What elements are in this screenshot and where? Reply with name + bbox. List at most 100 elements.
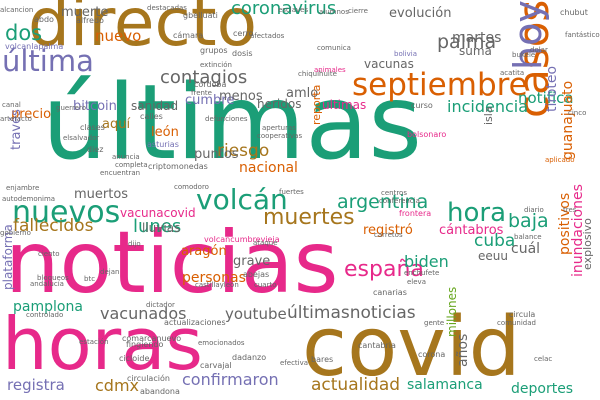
word-eleva: eleva [407, 278, 426, 286]
word-gente: gente [424, 319, 445, 327]
word-eeuu: eeuu [478, 249, 508, 263]
word-fallecidos: fallecidos [13, 216, 94, 236]
word-enjambre: enjambre [6, 184, 40, 192]
word-aragon: aragón [181, 244, 227, 259]
word-camara: cámara [173, 31, 204, 40]
word-bares: bares [311, 355, 334, 364]
word-directo: directo [28, 0, 258, 61]
word-dijo: dijo [128, 240, 141, 248]
word-cdmx: cdmx [95, 376, 140, 395]
word-dictador: dictador [146, 301, 175, 309]
word-nuevos: nuevos [12, 195, 121, 230]
word-corona: corona [418, 350, 446, 359]
word-cinco: cinco [568, 109, 587, 117]
word-personas: personas [182, 270, 246, 286]
word-menos: menos [219, 89, 263, 104]
word-cerro: cerro [233, 29, 254, 38]
word-espana: españa [344, 257, 424, 282]
word-gobierno: gobierno [0, 229, 31, 237]
word-clases: clases [80, 123, 105, 132]
word-conferencia: conferencia [379, 197, 420, 205]
word-anuncia: anuncia [112, 153, 140, 161]
word-cooperativas: cooperativas [257, 132, 303, 140]
word-criptomonedas: criptomonedas [148, 162, 208, 171]
word-hora: hora [447, 198, 507, 228]
word-grupos: grupos [200, 46, 228, 55]
word-aplicado: aplicado [545, 156, 575, 164]
word-dos: dos [5, 21, 43, 45]
word-frontera: frontera [399, 209, 432, 218]
word-abdo: abdo [34, 15, 54, 24]
word-aperturas: aperturas [262, 124, 296, 132]
word-volcancumbrevieja: volcancumbrevieja [204, 235, 280, 244]
word-ultimas2: ultimas [322, 98, 367, 112]
word-biden: biden [404, 252, 449, 271]
word-celac: celac [534, 355, 553, 363]
word-argentina: argentina [337, 191, 429, 213]
word-castillayleon: castillayleón [195, 281, 239, 289]
word-canarias: canarias [373, 288, 407, 297]
word-registro: registró [363, 223, 413, 238]
word-bitcoin: bitcoin [73, 99, 117, 114]
word-ultima: última [2, 44, 94, 78]
word-afectados: afectados [250, 32, 285, 40]
word-ciento: ciento [38, 250, 60, 258]
word-baja: baja [508, 210, 549, 232]
word-muerte: muerte [61, 5, 109, 20]
word-comunidad: comunidad [497, 319, 536, 327]
word-enchufete: enchufete [404, 269, 440, 277]
word-dolar: dolar [530, 46, 548, 54]
word-salamanca: salamanca [407, 377, 483, 393]
word-fingiendo: fingiendo [126, 340, 164, 349]
word-fantastico: fantástico [565, 31, 600, 39]
word-efectiva: efectiva [280, 359, 309, 367]
word-covid: covid [302, 300, 521, 395]
word-guerrero: guerrero [56, 104, 86, 112]
word-millones: millones [445, 286, 459, 337]
word-nuevo: nuevo [95, 27, 142, 45]
word-sanidad: sanidad [131, 99, 179, 113]
word-palma: palma [437, 31, 497, 53]
word-completa: completa [115, 161, 148, 169]
word-notifica: notifica [518, 89, 574, 107]
word-cuba: cuba [474, 231, 516, 251]
word-elsalvador: elsalvador [63, 134, 100, 142]
word-alcancion: alcancion [0, 6, 34, 14]
word-autodemonima: autodemonima [2, 195, 56, 203]
word-circula: circula [509, 310, 536, 319]
word-septiembre: septiembre [352, 67, 528, 103]
word-grave: grave [233, 254, 271, 269]
word-heridos: heridos [257, 97, 302, 111]
word-encuentran: encuentran [100, 169, 141, 177]
word-andalucia: andalucía [30, 280, 64, 288]
word-abejas: abejas [243, 270, 270, 279]
word-chiquihuite: chiquihuite [298, 70, 337, 78]
word-gbelluati: gbelluati [183, 11, 218, 20]
word-nacional: nacional [239, 160, 298, 176]
word-incidencia: incidencia [447, 97, 529, 116]
word-controlado: controlado [26, 311, 64, 319]
word-vacunas: vacunas [364, 57, 414, 71]
word-isla: isla [482, 106, 495, 125]
word-bloqueos: bloqueos [37, 274, 69, 282]
word-precio: precio [11, 107, 52, 122]
word-animales: animales [314, 66, 346, 74]
word-acatita: acatita [500, 69, 525, 77]
word-chubut: chubut [560, 8, 588, 17]
word-cuarto: cuarto [254, 281, 277, 289]
word-volcanlapalma: volcanlapalma [5, 42, 64, 51]
word-canal: canal [2, 101, 21, 109]
word-cumbre: cumbre [185, 93, 235, 108]
word-extincion: extinción [200, 61, 232, 69]
word-tres: tres [563, 206, 577, 214]
word-emocionados: emocionados [198, 339, 245, 347]
word-carretos: carretos [374, 231, 403, 239]
word-vacunacovid: vacunacovid [120, 206, 196, 220]
word-diez: diez [87, 145, 104, 154]
word-hoy: hoy [506, 0, 550, 70]
word-alumnos: alumnos [319, 8, 349, 16]
word-confirmaron: confirmaron [182, 370, 279, 389]
word-cierre: cierre [348, 7, 368, 15]
word-muertos: muertos [74, 187, 129, 202]
